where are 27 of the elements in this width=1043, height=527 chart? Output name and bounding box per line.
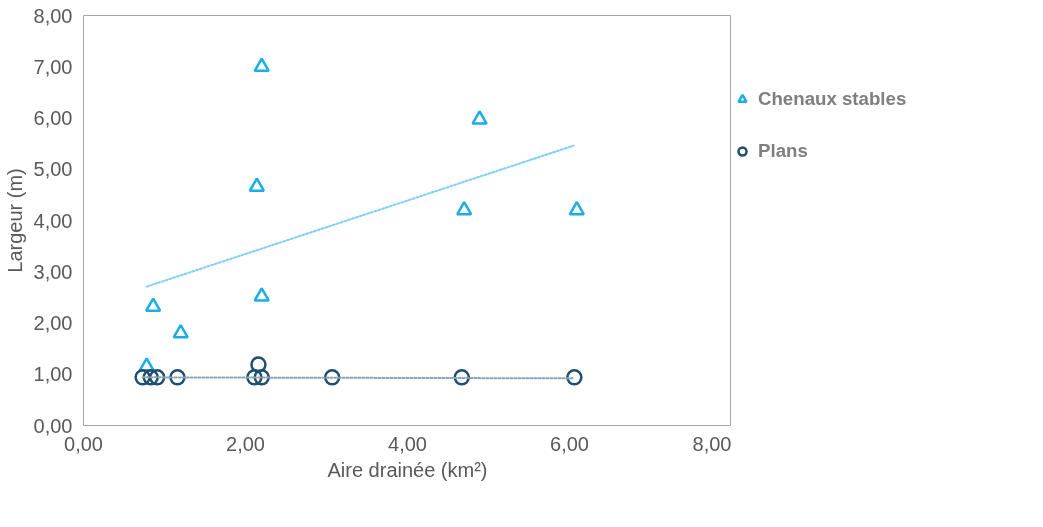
y-tick-label: 1,00: [33, 363, 73, 386]
y-tick-label: 2,00: [33, 312, 73, 334]
x-tick-label: 4,00: [388, 432, 427, 455]
x-tick-label: 8,00: [692, 432, 732, 455]
point: [566, 369, 583, 386]
point: [250, 356, 267, 373]
x-tick-label: 6,00: [550, 432, 589, 455]
point: [253, 57, 270, 73]
y-tick-label: 8,00: [33, 4, 73, 27]
y-tick-label: 7,00: [33, 55, 73, 78]
y-tick-label: 4,00: [33, 209, 73, 232]
legend-label: Chenaux stables: [758, 88, 907, 110]
point: [455, 200, 473, 216]
y-tick-label: 5,00: [33, 158, 73, 181]
y-axis-title: Largeur (m): [3, 168, 26, 273]
point: [568, 200, 586, 216]
point: [253, 287, 270, 302]
point: [248, 177, 266, 192]
point: [144, 297, 162, 312]
x-axis-title: Aire drainée (km²): [327, 458, 488, 481]
y-tick-label: 3,00: [33, 260, 73, 283]
y-tick-label: 6,00: [33, 107, 73, 129]
x-tick-label: 2,00: [226, 432, 265, 455]
point: [172, 323, 189, 339]
legend-label: Plans: [758, 140, 808, 162]
point: [134, 369, 151, 386]
point: [471, 110, 488, 125]
